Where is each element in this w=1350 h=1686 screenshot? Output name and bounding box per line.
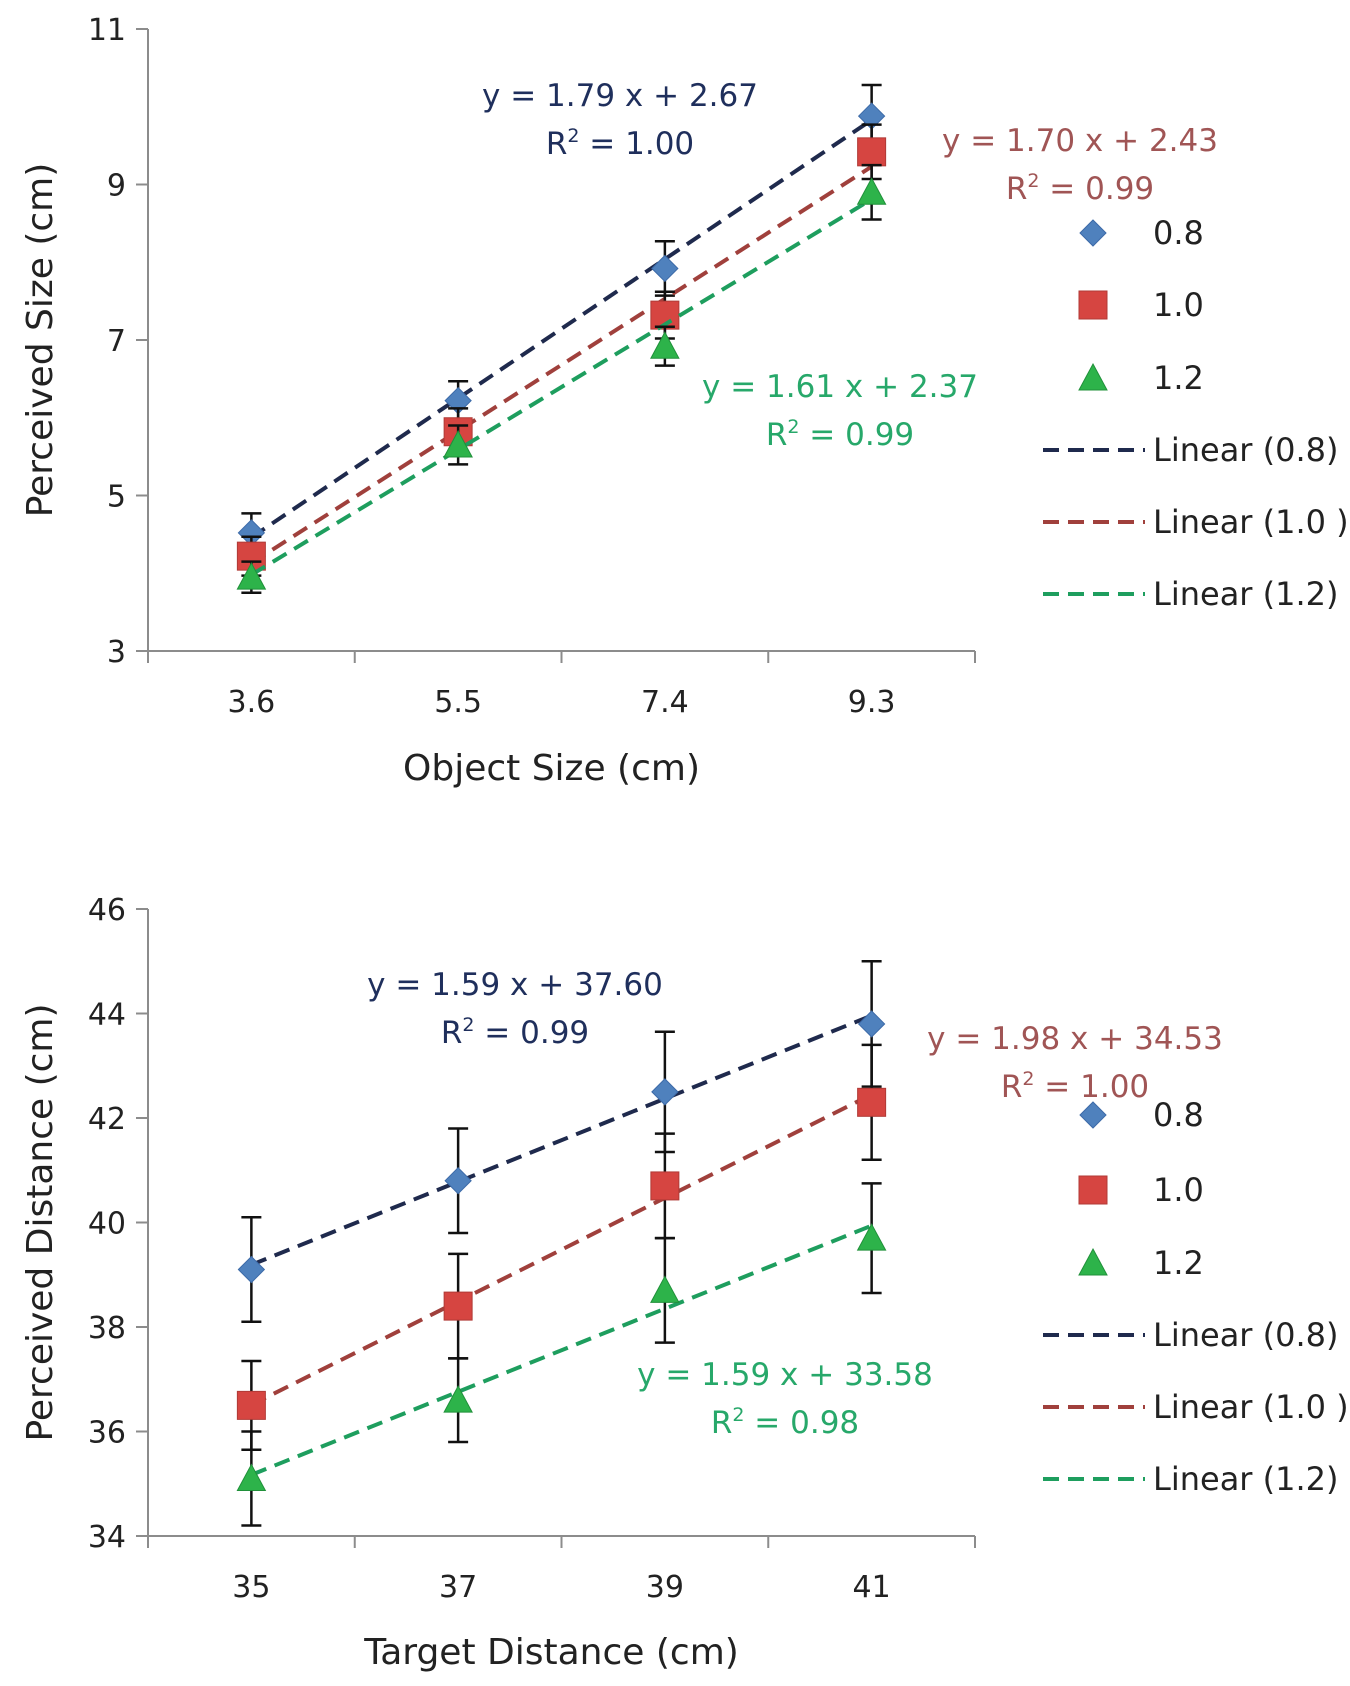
data-point (443, 1385, 473, 1413)
data-point (651, 254, 679, 283)
trend-equation: y = 1.59 x + 37.60 (367, 967, 663, 1003)
trendline (250, 1092, 873, 1407)
trend-r2: R2 = 0.99 (441, 1014, 589, 1051)
legend-label: 0.8 (1153, 214, 1204, 252)
x-tick-label: 35 (232, 1570, 270, 1605)
x-tick-label: 3.6 (228, 685, 276, 720)
data-point (444, 1166, 472, 1195)
y-tick-label: 11 (88, 13, 126, 48)
data-point (443, 429, 473, 458)
y-tick-label: 9 (107, 169, 126, 204)
trendline (250, 164, 873, 565)
x-tick-label: 5.5 (434, 685, 482, 720)
trend-r2: R2 = 0.99 (1006, 170, 1154, 207)
legend-label: Linear (1.2) (1153, 575, 1338, 613)
trend-r2: R2 = 0.98 (711, 1404, 859, 1441)
trend-equation: y = 1.61 x + 2.37 (702, 369, 978, 405)
legend-label: Linear (0.8) (1153, 431, 1338, 469)
data-point (236, 1390, 266, 1420)
trendline (250, 1013, 873, 1267)
trend-r2: R2 = 0.99 (766, 416, 914, 453)
legend-label: 1.2 (1153, 1244, 1204, 1282)
legend-symbol (1078, 1247, 1108, 1276)
data-point (443, 1291, 473, 1321)
y-tick-label: 46 (88, 893, 126, 928)
trendline (250, 197, 873, 577)
x-tick-label: 39 (646, 1570, 684, 1605)
x-axis-title: Object Size (cm) (403, 748, 700, 789)
data-point (236, 562, 267, 590)
y-tick-label: 44 (88, 998, 126, 1033)
data-point (857, 1087, 887, 1117)
data-point (650, 331, 680, 359)
trend-r2: R2 = 1.00 (546, 125, 694, 162)
legend-symbol (1078, 362, 1108, 391)
y-tick-label: 34 (88, 1520, 126, 1555)
legend: 0.8 1.0 1.2 Linear (0.8) Linear (1.0 ) Linear… (1043, 214, 1349, 613)
series-0.8: y = 1.59 x + 37.60 R2 = 0.99 (237, 960, 886, 1324)
legend-symbol (1078, 1175, 1108, 1205)
data-point (237, 1255, 266, 1284)
y-tick-label: 40 (88, 1207, 126, 1242)
x-tick-label: 41 (853, 1570, 891, 1605)
y-tick-label: 36 (88, 1416, 126, 1451)
series-1.0: y = 1.98 x + 34.53 R2 = 1.00 (236, 1021, 1223, 1452)
trend-equation: y = 1.59 x + 33.58 (637, 1357, 933, 1393)
data-point (857, 137, 887, 167)
trend-equation: y = 1.98 x + 34.53 (927, 1021, 1223, 1057)
y-tick-label: 38 (88, 1311, 126, 1346)
series-1.2: y = 1.61 x + 2.37 R2 = 0.99 (236, 163, 978, 594)
chart-2: 34 36 38 40 42 44 46 35 37 39 41 Target Distance (c… (20, 893, 1349, 1673)
data-point (856, 177, 887, 205)
series-1.2: y = 1.59 x + 33.58 R2 = 0.98 (236, 1182, 933, 1527)
legend-symbol (1079, 1101, 1107, 1129)
x-tick-label: 37 (439, 1570, 477, 1605)
legend-label: 1.0 (1153, 286, 1204, 324)
legend-label: Linear (1.0 ) (1153, 1388, 1349, 1426)
y-axis-title: Perceived Size (cm) (20, 163, 61, 518)
trend-equation: y = 1.70 x + 2.43 (942, 123, 1218, 159)
y-tick-label: 42 (88, 1102, 126, 1137)
data-point (856, 1223, 887, 1251)
legend-label: Linear (1.2) (1153, 1460, 1338, 1498)
data-point (651, 1078, 679, 1106)
trend-equation: y = 1.79 x + 2.67 (482, 78, 758, 114)
legend-label: Linear (0.8) (1153, 1316, 1338, 1354)
data-point (650, 1171, 680, 1201)
legend-symbol (1079, 219, 1107, 247)
trendline (250, 118, 873, 540)
data-point (236, 1463, 267, 1492)
x-axis-title: Target Distance (cm) (363, 1632, 739, 1673)
y-tick-label: 5 (107, 480, 126, 515)
chart-1: 3 5 7 9 11 3.6 5.5 7.4 9.3 Object Size (cm) Percei… (20, 13, 1349, 789)
series-0.8: y = 1.79 x + 2.67 R2 = 1.00 (237, 78, 886, 554)
y-tick-label: 7 (107, 324, 126, 359)
data-point (650, 1275, 680, 1303)
legend-label: 1.0 (1153, 1171, 1204, 1209)
legend: 0.8 1.0 1.2 Linear (0.8) Linear (1.0 ) Linear… (1043, 1096, 1349, 1498)
trendline (250, 1223, 873, 1477)
y-tick-label: 3 (107, 635, 126, 670)
legend-symbol (1078, 290, 1108, 320)
legend-label: 1.2 (1153, 359, 1204, 397)
legend-label: Linear (1.0 ) (1153, 503, 1349, 541)
x-tick-label: 9.3 (848, 685, 896, 720)
x-tick-label: 7.4 (641, 685, 689, 720)
series-1.0: y = 1.70 x + 2.43 R2 = 0.99 (236, 123, 1218, 577)
data-point (857, 1010, 886, 1038)
legend-label: 0.8 (1153, 1096, 1204, 1134)
y-axis-title: Perceived Distance (cm) (20, 1003, 61, 1441)
trend-r2: R2 = 1.00 (1001, 1068, 1149, 1105)
